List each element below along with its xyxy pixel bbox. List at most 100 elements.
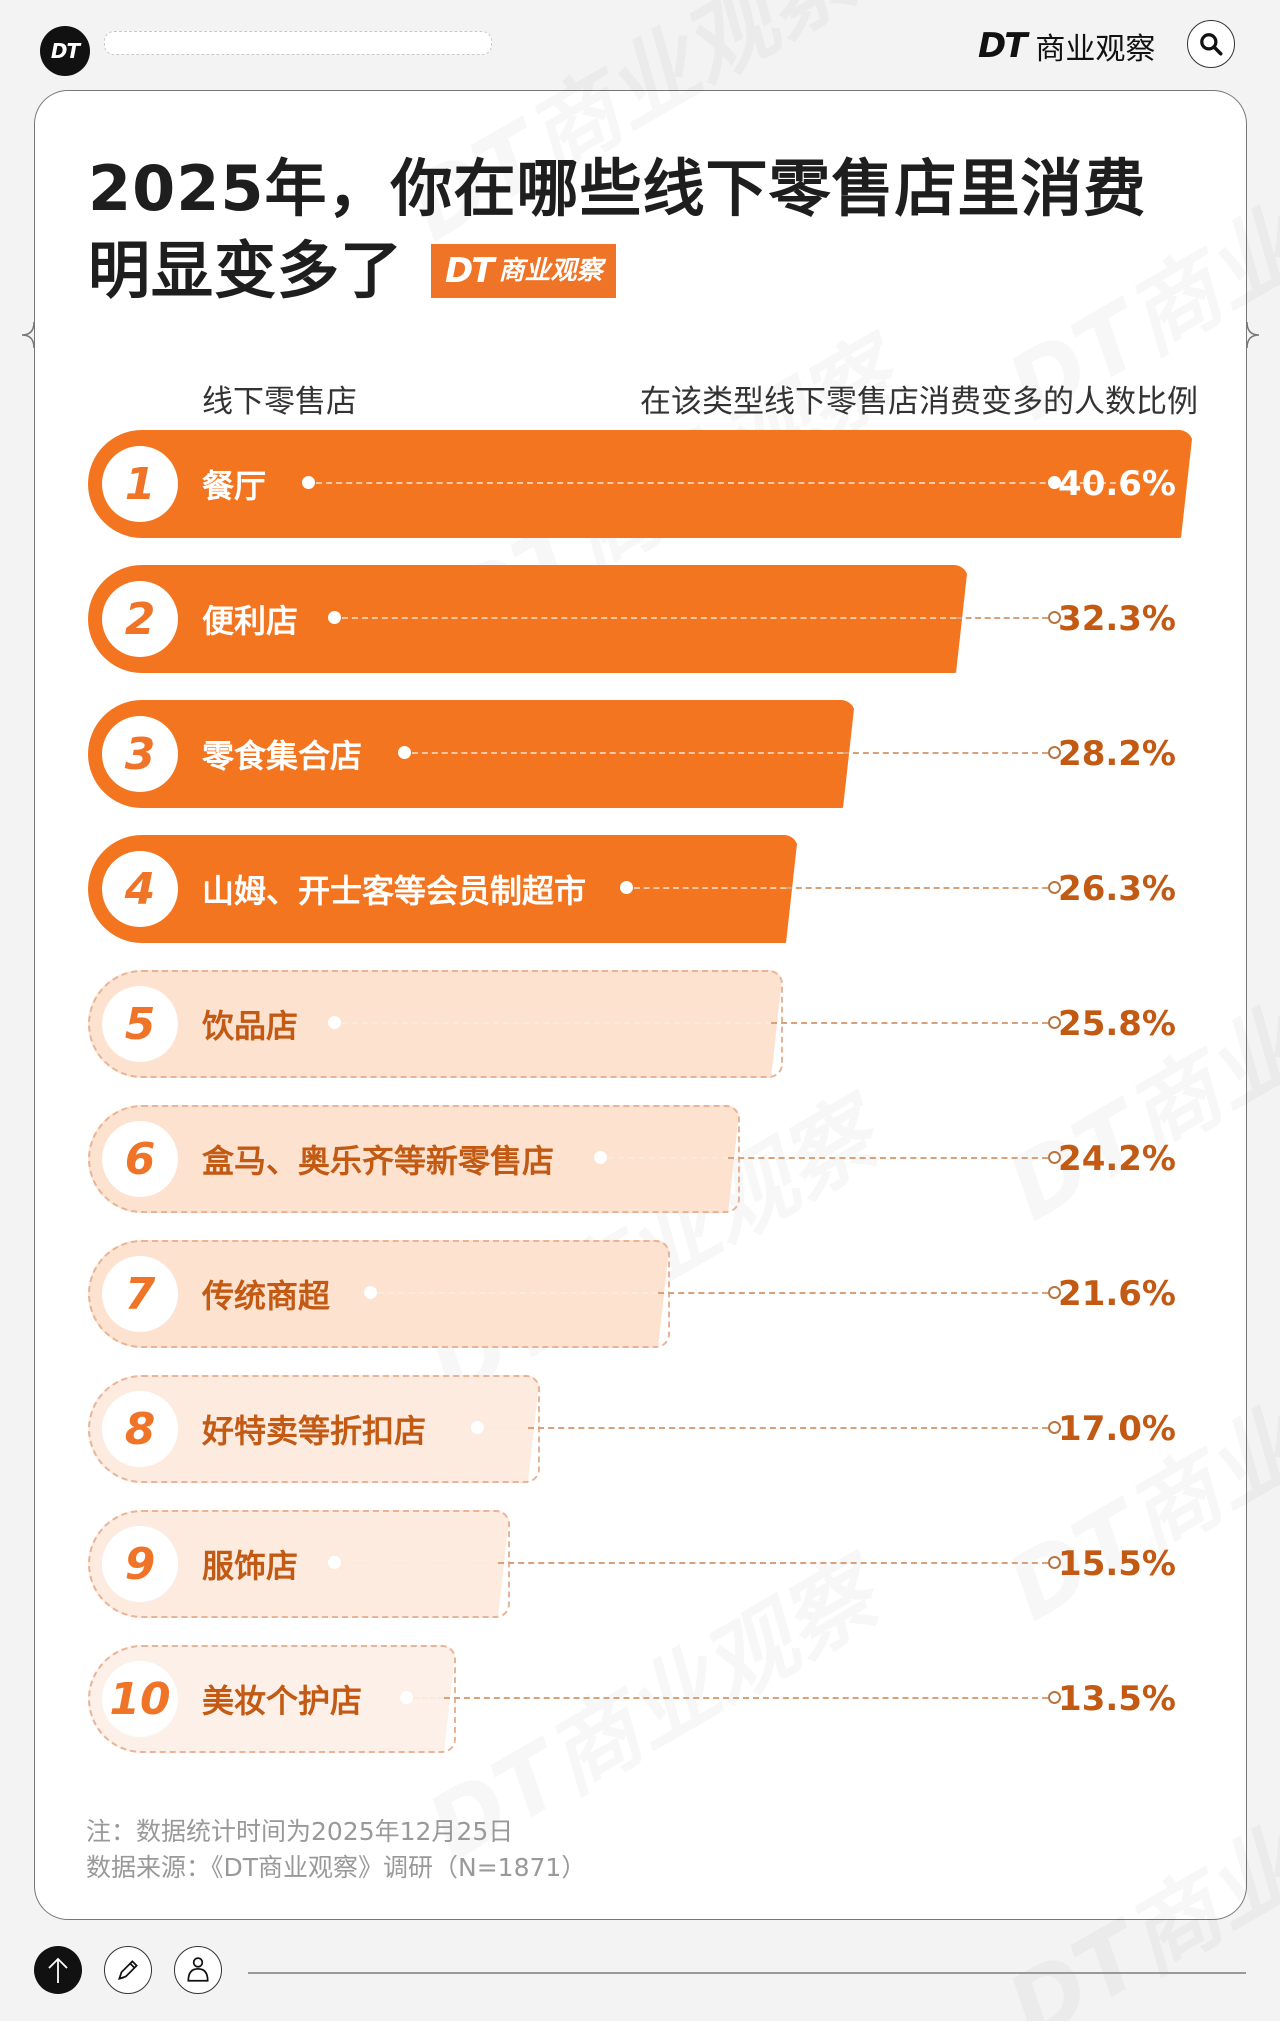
user-icon: [187, 1957, 209, 1982]
search-icon: [1200, 33, 1223, 56]
brand-dt-text: DT: [978, 26, 1027, 66]
dt-logo-icon[interactable]: DT: [40, 26, 90, 76]
bar-outline: [88, 1375, 540, 1483]
leader-start-dot-icon: [328, 1016, 341, 1029]
leader-start-dot-icon: [364, 1286, 377, 1299]
bar-value: 13.5%: [1058, 1679, 1176, 1719]
leader-line: [316, 482, 1136, 484]
bar-label: 餐厅: [202, 467, 267, 505]
column-header-ratio: 在该类型线下零售店消费变多的人数比例: [640, 384, 1198, 420]
rank-badge: 9: [102, 1526, 178, 1602]
leader-line: [786, 887, 1048, 889]
bar-outline: [88, 1240, 670, 1348]
leader-start-dot-icon: [400, 1691, 413, 1704]
leader-end-dot-icon: [1048, 1556, 1061, 1569]
leader-line: [378, 1292, 658, 1294]
bar-row: 5 饮品店 25.8%: [88, 970, 1198, 1078]
search-input[interactable]: [104, 31, 492, 55]
column-header-store-type: 线下零售店: [202, 384, 357, 420]
title-line-2: 明显变多了: [88, 234, 404, 307]
leader-end-dot-icon: [1048, 476, 1061, 489]
bar-value: 26.3%: [1058, 869, 1176, 909]
bar-row: 4 山姆、开士客等会员制超市 26.3%: [88, 835, 1198, 943]
leader-line: [956, 617, 1048, 619]
leader-line: [414, 1697, 444, 1699]
bar-row: 6 盒马、奥乐齐等新零售店 24.2%: [88, 1105, 1198, 1213]
leader-line: [658, 1292, 1048, 1294]
leader-start-dot-icon: [620, 881, 633, 894]
bar-label: 饮品店: [202, 1007, 299, 1045]
bar-row: 2 便利店 32.3%: [88, 565, 1198, 673]
bar-value: 40.6%: [1058, 464, 1176, 504]
bar: [88, 1105, 740, 1213]
bar: [88, 700, 855, 808]
bar-label: 山姆、开士客等会员制超市: [202, 872, 587, 910]
bar-label: 传统商超: [202, 1277, 331, 1315]
arrow-up-icon: [48, 1957, 68, 1983]
leader-end-dot-icon: [1048, 1016, 1061, 1029]
leader-line: [412, 752, 843, 754]
leader-end-dot-icon: [1048, 746, 1061, 759]
leader-start-dot-icon: [328, 1556, 341, 1569]
bar-label: 美妆个护店: [202, 1682, 363, 1720]
bar: [88, 835, 798, 943]
leader-line: [634, 887, 786, 889]
bar-row: 3 零食集合店 28.2%: [88, 700, 1198, 808]
bar-outline: [88, 1645, 456, 1753]
bar-value: 24.2%: [1058, 1139, 1176, 1179]
leader-line: [843, 752, 1048, 754]
page-title: 2025年，你在哪些线下零售店里消费 明显变多了 DT 商业观察: [88, 148, 1188, 312]
brand-badge: DT 商业观察: [431, 244, 617, 298]
bar-outline: [88, 1105, 740, 1213]
leader-line: [444, 1697, 1048, 1699]
search-button[interactable]: [1187, 20, 1235, 68]
bar-outline: [88, 1510, 510, 1618]
leader-line: [728, 1157, 1048, 1159]
leader-line: [528, 1427, 1048, 1429]
bar: [88, 565, 968, 673]
leader-start-dot-icon: [398, 746, 411, 759]
badge-name-text: 商业观察: [498, 256, 603, 286]
bar-label: 好特卖等折扣店: [202, 1412, 427, 1450]
leader-line: [485, 1427, 528, 1429]
leader-start-dot-icon: [302, 476, 315, 489]
leader-line: [608, 1157, 728, 1159]
bar-value: 15.5%: [1058, 1544, 1176, 1584]
brand-name-text: 商业观察: [1035, 32, 1156, 67]
title-line-1: 2025年，你在哪些线下零售店里消费: [88, 152, 1147, 225]
bar-value: 28.2%: [1058, 734, 1176, 774]
leader-end-dot-icon: [1048, 1421, 1061, 1434]
rank-badge: 4: [102, 851, 178, 927]
leader-start-dot-icon: [328, 611, 341, 624]
edit-button[interactable]: [104, 1946, 152, 1994]
bar-outline: [88, 970, 783, 1078]
bar-value: 17.0%: [1058, 1409, 1176, 1449]
notch-right-icon: [1246, 322, 1259, 348]
divider: [248, 1972, 1246, 1974]
notch-left-icon: [22, 322, 35, 348]
profile-button[interactable]: [174, 1946, 222, 1994]
title-panel: [34, 90, 1247, 330]
rank-badge: 6: [102, 1121, 178, 1197]
bar-value: 21.6%: [1058, 1274, 1176, 1314]
brand-logo: DT 商业观察: [978, 24, 1155, 68]
title-line-2-wrap: 明显变多了 DT 商业观察: [88, 230, 1188, 312]
scroll-top-button[interactable]: [34, 1946, 82, 1994]
rank-badge: 2: [102, 581, 178, 657]
bar-label: 盒马、奥乐齐等新零售店: [202, 1142, 555, 1180]
rank-badge: 10: [102, 1661, 178, 1737]
leader-start-dot-icon: [471, 1421, 484, 1434]
pencil-icon: [117, 1960, 138, 1981]
bar-row: 1 餐厅 40.6%: [88, 430, 1198, 538]
rank-badge: 7: [102, 1256, 178, 1332]
bar-label: 服饰店: [202, 1547, 299, 1585]
bar-row: 8 好特卖等折扣店 17.0%: [88, 1375, 1198, 1483]
leader-line: [342, 1562, 498, 1564]
bar-label: 零食集合店: [202, 737, 363, 775]
bar: [88, 1240, 670, 1348]
bar-row: 10 美妆个护店 13.5%: [88, 1645, 1198, 1753]
bar: [88, 970, 783, 1078]
leader-start-dot-icon: [594, 1151, 607, 1164]
leader-end-dot-icon: [1048, 1286, 1061, 1299]
bar-row: 9 服饰店 15.5%: [88, 1510, 1198, 1618]
